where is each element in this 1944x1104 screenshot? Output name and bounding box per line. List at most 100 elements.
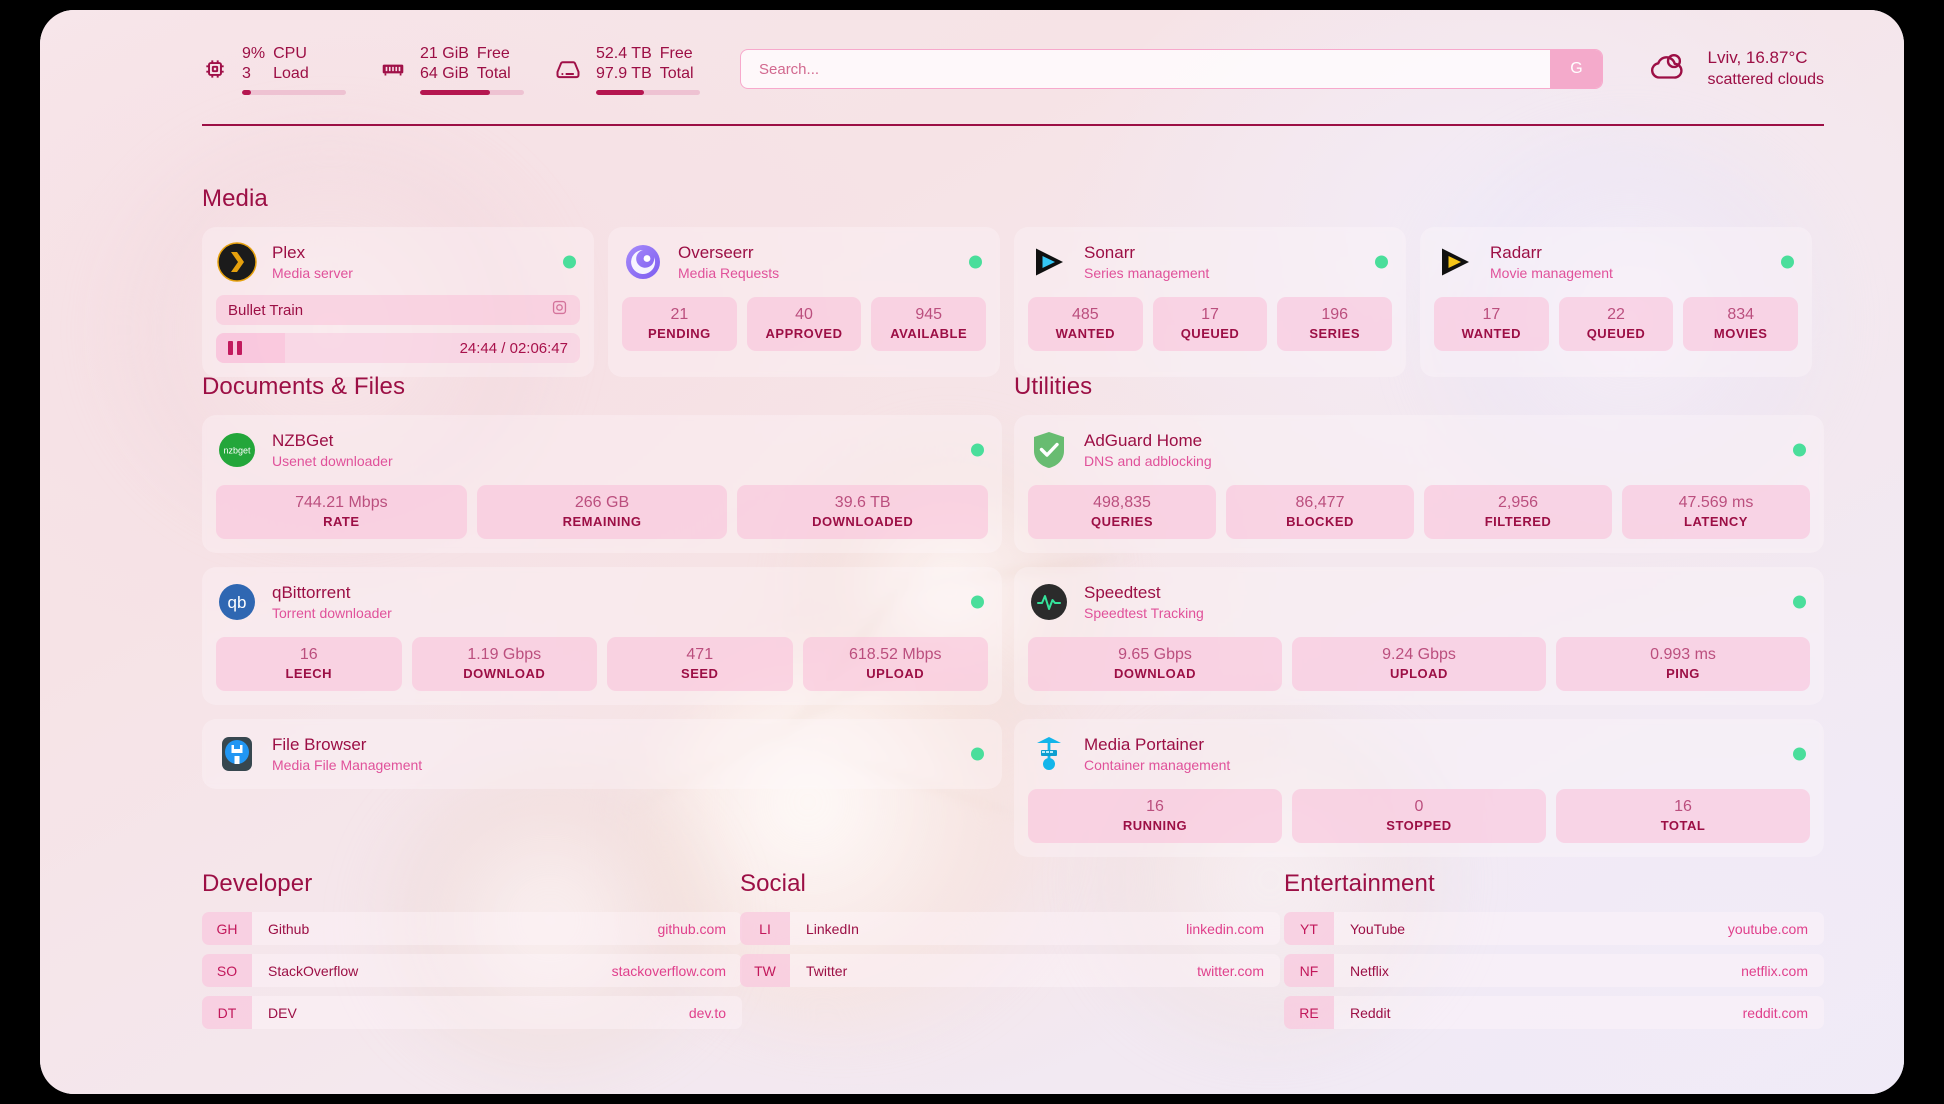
memory-label-bottom: Total	[476, 64, 511, 82]
service-card-media-portainer[interactable]: Media Portainer Container management 16 …	[1014, 719, 1824, 857]
storage-value-bottom: 97.9 TB	[596, 64, 652, 82]
service-card-adguard-home[interactable]: AdGuard Home DNS and adblocking 498,835 …	[1014, 415, 1824, 553]
search-input[interactable]	[741, 50, 1551, 88]
service-name: Radarr	[1490, 243, 1542, 262]
stat-tile: 0 STOPPED	[1292, 789, 1546, 843]
bookmark-badge: TW	[740, 954, 790, 987]
service-card-sonarr[interactable]: Sonarr Series management 485 WANTED 17 Q…	[1014, 227, 1406, 377]
bookmark-badge: NF	[1284, 954, 1334, 987]
stat-label: AVAILABLE	[890, 326, 968, 341]
stat-label: DOWNLOADED	[812, 514, 914, 529]
stat-value: 16	[299, 646, 318, 663]
service-description: Movie management	[1490, 265, 1613, 281]
bookmark-twitter[interactable]: TW Twitter twitter.com	[740, 954, 1280, 987]
filebrowser-logo	[216, 733, 258, 775]
stat-tile: 2,956 FILTERED	[1424, 485, 1612, 539]
stat-label: DOWNLOAD	[463, 666, 546, 681]
stat-value: 40	[795, 306, 813, 323]
memory-usage-meter: 21 GiB 64 GiB Free Total	[380, 44, 524, 95]
section-title-developer: Developer	[202, 870, 313, 897]
stat-label: LEECH	[285, 666, 333, 681]
stat-tile: 86,477 BLOCKED	[1226, 485, 1414, 539]
service-name: Media Portainer	[1084, 735, 1205, 754]
section-developer: Developer GH Github github.com SO StackO…	[202, 870, 742, 1029]
pause-icon[interactable]	[228, 341, 242, 355]
stat-tile: 485 WANTED	[1028, 297, 1143, 351]
service-card-qbittorrent[interactable]: qb qBittorrent Torrent downloader 16 LEE…	[202, 567, 1002, 705]
stat-tile: 266 GB REMAINING	[476, 485, 728, 539]
memory-label-top: Free	[476, 44, 510, 62]
stat-label: APPROVED	[765, 326, 843, 341]
bookmark-stackoverflow[interactable]: SO StackOverflow stackoverflow.com	[202, 954, 742, 987]
stat-tile: 0.993 ms PING	[1556, 637, 1810, 691]
stat-value: 47.569 ms	[1678, 494, 1754, 511]
section-documents-files: Documents & Files nzbget NZBGet Usenet d…	[202, 373, 1002, 789]
now-playing-progress-fill	[216, 333, 286, 363]
nzbget-logo: nzbget	[216, 429, 258, 471]
bookmark-dev[interactable]: DT DEV dev.to	[202, 996, 742, 1029]
service-card-file-browser[interactable]: File Browser Media File Management	[202, 719, 1002, 789]
stat-value: 86,477	[1295, 494, 1345, 511]
storage-label-top: Free	[659, 44, 693, 62]
stat-label: WANTED	[1461, 326, 1521, 341]
service-card-nzbget[interactable]: nzbget NZBGet Usenet downloader 744.21 M…	[202, 415, 1002, 553]
bookmark-reddit[interactable]: RE Reddit reddit.com	[1284, 996, 1824, 1029]
bookmark-name: LinkedIn	[806, 920, 859, 937]
service-card-overseerr[interactable]: Overseerr Media Requests 21 PENDING 40 A…	[608, 227, 1000, 377]
status-indicator-online	[1375, 255, 1388, 269]
bookmark-youtube[interactable]: YT YouTube youtube.com	[1284, 912, 1824, 945]
now-playing-title: Bullet Train	[228, 301, 304, 319]
stat-tile: 1.19 Gbps DOWNLOAD	[411, 637, 597, 691]
service-card-radarr[interactable]: Radarr Movie management 17 WANTED 22 QUE…	[1420, 227, 1812, 377]
bookmark-name: YouTube	[1350, 920, 1406, 937]
weather-widget[interactable]: Lviv, 16.87°C scattered clouds	[1647, 47, 1824, 91]
storage-usage-meter: 52.4 TB 97.9 TB Free Total	[554, 44, 700, 95]
stat-value: 1.19 Gbps	[467, 646, 542, 663]
search-engine-button[interactable]: G	[1550, 50, 1603, 88]
stat-label: DOWNLOAD	[1114, 666, 1196, 681]
stat-value: 22	[1607, 306, 1625, 323]
stat-label: QUEUED	[1586, 326, 1646, 341]
cloud-icon	[1647, 49, 1689, 90]
cast-icon[interactable]	[551, 299, 568, 321]
stat-tile: 17 QUEUED	[1152, 297, 1268, 351]
stat-tile: 618.52 Mbps UPLOAD	[802, 637, 988, 691]
bookmark-url: youtube.com	[1727, 920, 1808, 937]
section-title-entertainment: Entertainment	[1284, 870, 1435, 897]
now-playing-progress-bar[interactable]: 24:44 / 02:06:47	[216, 333, 580, 363]
now-playing-title-bar: Bullet Train	[216, 295, 580, 325]
section-title-utilities: Utilities	[1014, 373, 1093, 400]
stat-tile: 744.21 Mbps RATE	[216, 485, 467, 539]
status-indicator-online	[971, 595, 984, 609]
stat-value: 744.21 Mbps	[295, 494, 388, 511]
bookmark-github[interactable]: GH Github github.com	[202, 912, 742, 945]
qbittorrent-logo: qb	[216, 581, 258, 623]
stat-tile: 16 TOTAL	[1556, 789, 1810, 843]
stat-tile: 945 AVAILABLE	[871, 297, 987, 351]
stat-value: 945	[915, 306, 943, 323]
stat-value: 17	[1482, 306, 1501, 323]
stat-value: 471	[686, 646, 714, 663]
bookmark-linkedin[interactable]: LI LinkedIn linkedin.com	[740, 912, 1280, 945]
stat-label: PENDING	[647, 326, 711, 341]
bookmark-badge: DT	[202, 996, 252, 1029]
bookmark-name: Github	[268, 920, 310, 937]
service-description: Media server	[272, 265, 353, 281]
service-card-plex[interactable]: Plex Media server Bullet Train	[202, 227, 594, 377]
service-description: Series management	[1084, 265, 1210, 281]
search-bar[interactable]: G	[740, 49, 1604, 89]
stat-tile: 9.65 Gbps DOWNLOAD	[1028, 637, 1282, 691]
bookmark-url: reddit.com	[1742, 1004, 1808, 1021]
cpu-chip-icon	[202, 56, 228, 82]
bookmark-netflix[interactable]: NF Netflix netflix.com	[1284, 954, 1824, 987]
stat-value: 9.24 Gbps	[1382, 646, 1456, 663]
status-indicator-online	[563, 255, 576, 269]
service-card-speedtest[interactable]: Speedtest Speedtest Tracking 9.65 Gbps D…	[1014, 567, 1824, 705]
memory-meter-track	[420, 89, 524, 95]
stat-label: SERIES	[1309, 326, 1361, 341]
service-description: Speedtest Tracking	[1084, 605, 1204, 621]
stat-tile: 47.569 ms LATENCY	[1622, 485, 1810, 539]
radarr-logo	[1434, 241, 1476, 283]
stat-label: STOPPED	[1386, 818, 1452, 833]
overseerr-logo	[622, 241, 664, 283]
